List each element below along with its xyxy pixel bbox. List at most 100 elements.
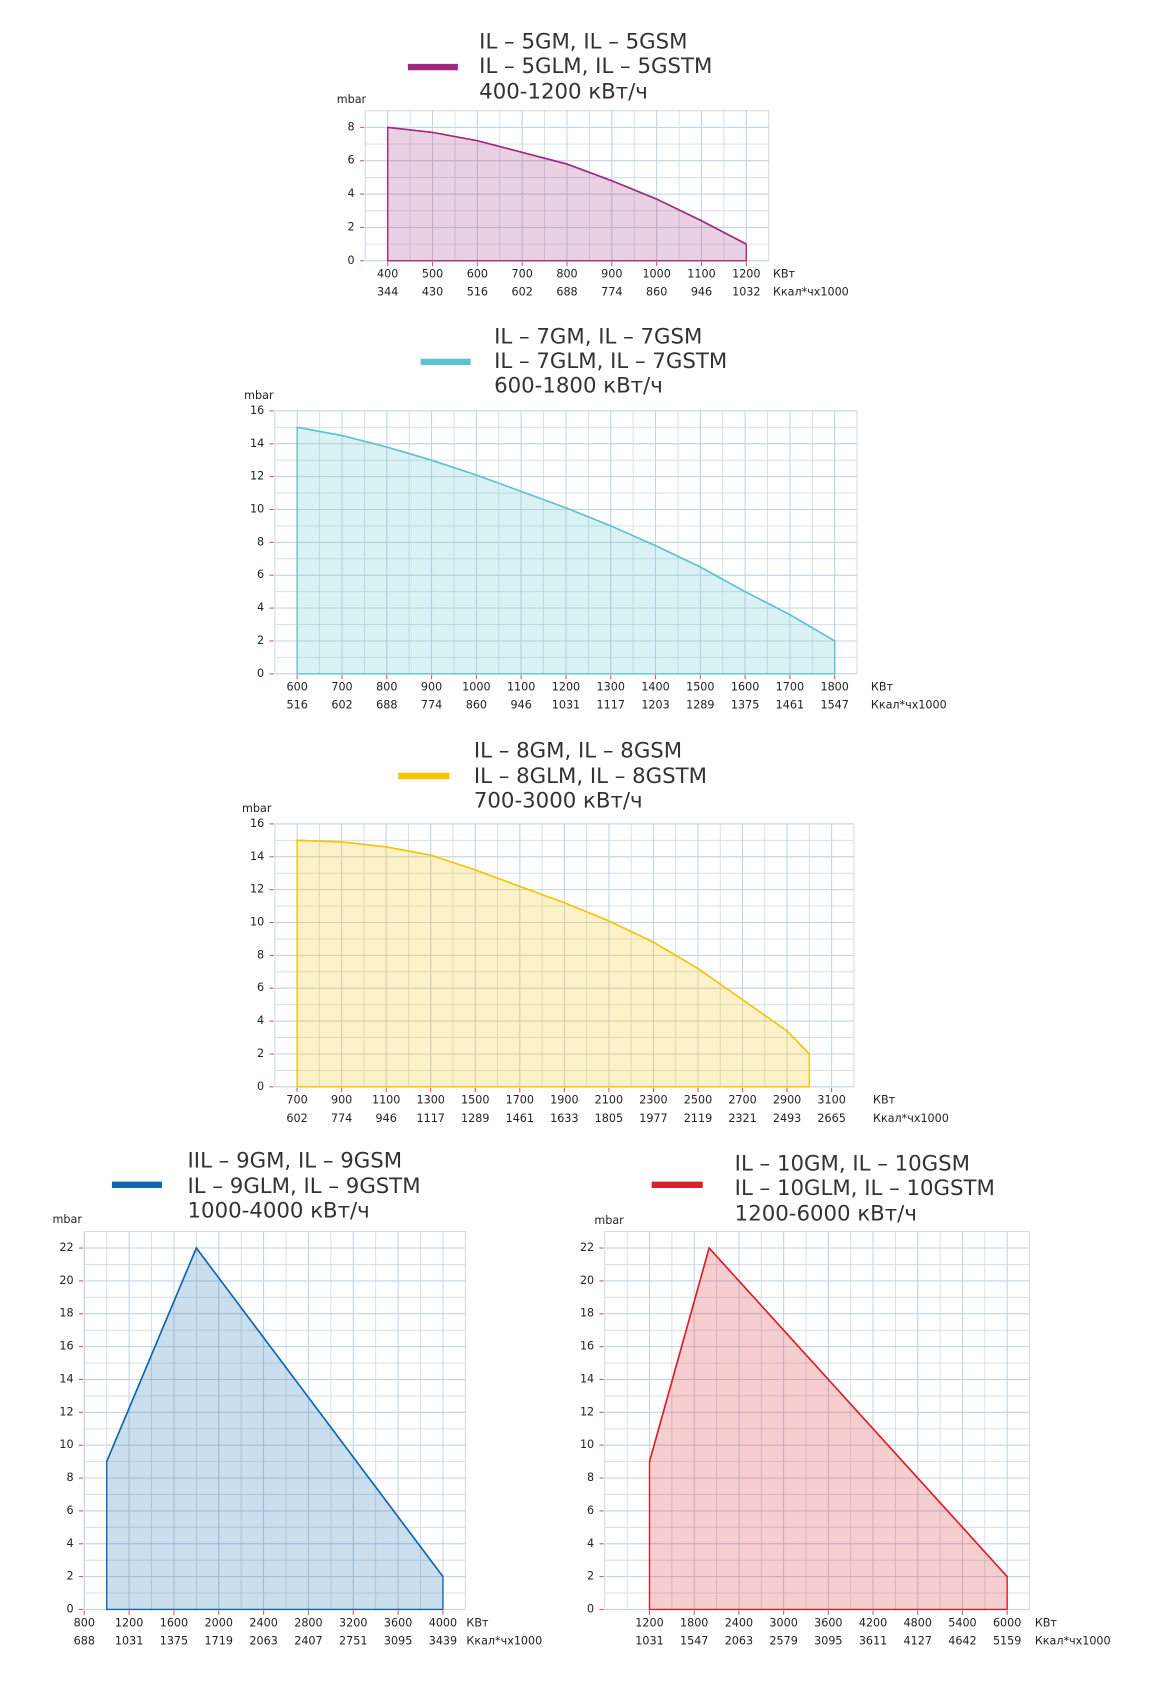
y-tick-label: 2 [587,1570,594,1583]
x-tick-label: 1600 [160,1616,188,1629]
x2-tick-label: 2665 [817,1112,845,1125]
y-tick-label: 4 [67,1537,74,1550]
x-tick-label: 4200 [859,1616,887,1629]
x2-tick-label: 344 [377,286,398,299]
series-line [648,1246,1008,1578]
y-tick-label: 0 [587,1602,594,1615]
x2-tick-label: 2407 [294,1634,322,1647]
x2-axis-label: Ккал*чх1000 [871,699,947,712]
series-line [297,426,836,642]
x2-tick-label: 1461 [506,1112,534,1125]
legend-label: IL – 5GM, IL – 5GSM [479,30,687,55]
x2-axis-label: Ккал*чх1000 [466,1634,542,1647]
x2-tick-label: 1547 [820,699,848,712]
x-axis-label: КВт [1035,1616,1058,1629]
x-tick-label: 3100 [817,1094,845,1107]
chart: 0 2 4 6 8 10 12 14 16 600 516 700 602 800 688 900 774 100… [244,324,947,711]
y-tick-label: 6 [348,154,355,167]
x-tick-label: 1200 [115,1616,143,1629]
x2-tick-label: 3095 [814,1634,842,1647]
x-tick-label: 1700 [506,1094,534,1107]
x2-tick-label: 4642 [948,1634,976,1647]
x-tick-label: 1900 [550,1094,578,1107]
series-line [387,126,747,245]
x-tick-label: 1200 [635,1616,663,1629]
x-tick-label: 700 [512,268,533,281]
y-tick-label: 10 [580,1438,594,1451]
x2-tick-label: 688 [556,286,577,299]
x2-tick-label: 1203 [641,699,669,712]
y-tick-label: 16 [580,1340,594,1353]
x-tick-label: 1300 [417,1094,445,1107]
y-tick-label: 14 [580,1372,594,1385]
x-tick-label: 700 [331,681,352,694]
y-tick-label: 22 [580,1241,594,1254]
x2-tick-label: 602 [286,1112,307,1125]
x2-tick-label: 688 [376,699,397,712]
chart: 0 2 4 6 8 400 344 500 430 600 516 700 602 800 688 900 77… [337,30,849,299]
y-tick-label: 4 [587,1537,594,1550]
series-line [297,839,810,1055]
x2-tick-label: 1031 [115,1634,143,1647]
y-tick-label: 0 [348,254,355,267]
x2-tick-label: 1547 [680,1634,708,1647]
series-line [105,1246,444,1578]
x2-tick-label: 2493 [773,1112,801,1125]
y-axis-label: mbar [594,1214,624,1227]
x2-tick-label: 1977 [639,1112,667,1125]
x-tick-label: 1200 [552,681,580,694]
x2-tick-label: 602 [512,286,533,299]
y-tick-label: 16 [250,817,264,830]
y-tick-label: 14 [250,437,264,450]
x2-tick-label: 5159 [993,1634,1021,1647]
y-axis-label: mbar [242,802,272,815]
y-tick-label: 18 [59,1307,73,1320]
x2-tick-label: 430 [422,286,443,299]
y-tick-label: 14 [59,1372,73,1385]
x-tick-label: 2500 [684,1094,712,1107]
legend-label: IL – 8GLM, IL – 8GSTM [474,764,707,789]
x2-tick-label: 3611 [859,1634,887,1647]
x-tick-label: 1100 [372,1094,400,1107]
x2-tick-label: 2119 [684,1112,712,1125]
x-tick-label: 2400 [725,1616,753,1629]
x2-tick-label: 2579 [769,1634,797,1647]
x-tick-label: 1000 [642,268,670,281]
legend-label: 600-1800 кВт/ч [494,373,663,398]
x-tick-label: 1500 [461,1094,489,1107]
legend-label: 700-3000 кВт/ч [474,789,643,814]
y-tick-label: 0 [257,667,264,680]
y-tick-label: 16 [250,404,264,417]
x2-axis-label: Ккал*чх1000 [873,1112,949,1125]
x-tick-label: 4800 [904,1616,932,1629]
y-tick-label: 0 [257,1080,264,1093]
x2-tick-label: 946 [691,286,712,299]
legend-label: 400-1200 кВт/ч [479,80,648,105]
legend-label: IL – 8GM, IL – 8GSM [474,739,682,764]
y-tick-label: 4 [257,1014,264,1027]
y-tick-label: 6 [587,1504,594,1517]
x2-tick-label: 1375 [731,699,759,712]
x2-tick-label: 1031 [552,699,580,712]
x2-tick-label: 1375 [160,1634,188,1647]
x2-tick-label: 1805 [595,1112,623,1125]
x-tick-label: 1300 [597,681,625,694]
y-tick-label: 4 [348,187,355,200]
legend-label: IL – 5GLM, IL – 5GSTM [479,54,712,79]
y-tick-label: 4 [257,601,264,614]
x-axis-label: КВт [871,681,894,694]
x2-tick-label: 2063 [725,1634,753,1647]
x-tick-label: 1500 [686,681,714,694]
y-tick-label: 2 [257,634,264,647]
y-tick-label: 10 [59,1438,73,1451]
legend-label: IL – 7GLM, IL – 7GSTM [494,349,727,374]
x2-tick-label: 774 [601,286,622,299]
y-tick-label: 8 [587,1471,594,1484]
x2-tick-label: 516 [287,699,308,712]
x2-axis-label: Ккал*чх1000 [1035,1634,1111,1647]
x-tick-label: 3200 [339,1616,367,1629]
y-tick-label: 2 [67,1570,74,1583]
x-tick-label: 2800 [294,1616,322,1629]
y-tick-label: 8 [67,1471,74,1484]
x-tick-label: 1800 [680,1616,708,1629]
